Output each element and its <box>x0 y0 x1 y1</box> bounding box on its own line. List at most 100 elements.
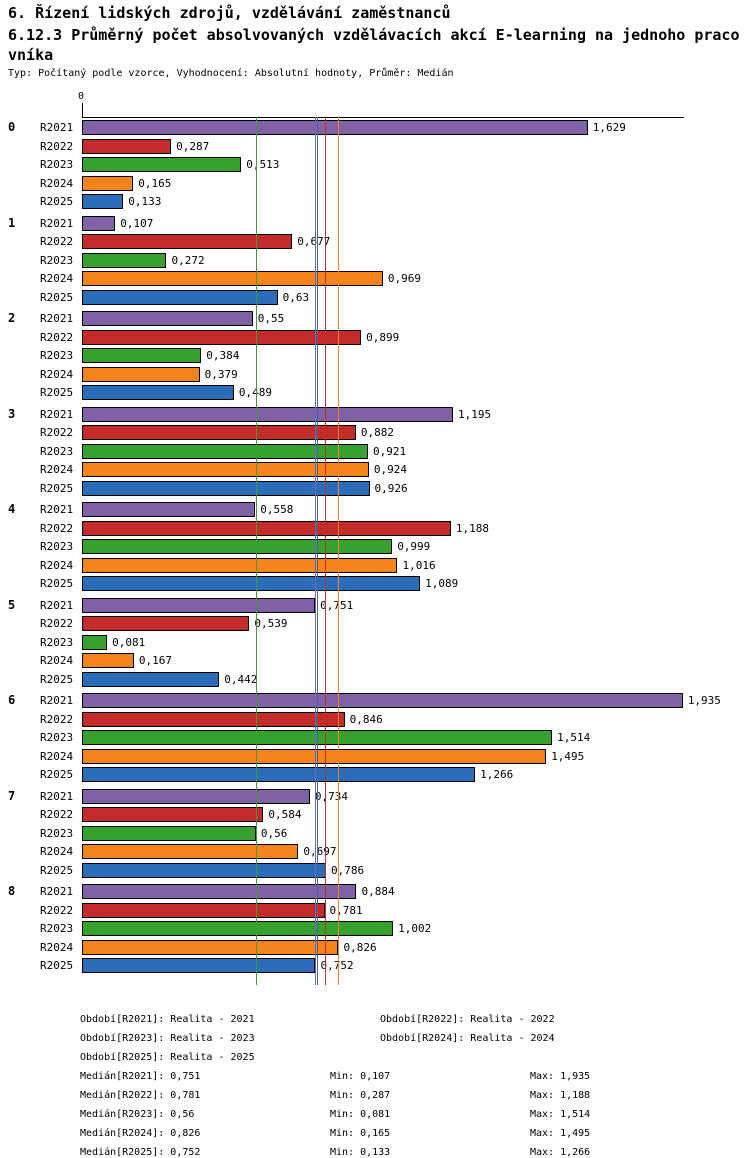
bar-R2025 <box>82 194 124 209</box>
bar-area: 0,921 <box>82 442 750 461</box>
bar-area: 0,165 <box>82 174 750 193</box>
group-label: 3 <box>8 406 16 421</box>
group-label <box>0 901 32 920</box>
group-label <box>0 728 32 747</box>
series-label: R2025 <box>40 195 74 208</box>
bar-group-2: 2 R2021 0,55 R2022 0,899 R2023 0,384 R2024 0,379… <box>0 309 750 402</box>
axis-tick-mark <box>82 103 83 117</box>
bar-area: 0,969 <box>82 269 750 288</box>
bar-R2021 <box>82 597 316 613</box>
series-label: R2024 <box>40 749 74 763</box>
bar-row: 8 R2021 0,884 <box>0 882 750 901</box>
group-label <box>0 765 32 784</box>
bar-row: R2022 1,188 <box>0 519 750 538</box>
bar-area: 0,384 <box>82 346 750 365</box>
bar-R2024 <box>82 462 369 477</box>
bar-R2023 <box>82 634 108 650</box>
value-label: 0,899 <box>366 330 400 344</box>
value-label: 1,266 <box>480 768 514 781</box>
value-label: 0,558 <box>260 503 294 516</box>
series-label: R2023 <box>40 444 74 458</box>
bar-group-8: 8 R2021 0,884 R2022 0,781 R2023 1,002 R2024 0,82… <box>0 882 750 975</box>
bar-row: R2024 1,016 <box>0 556 750 575</box>
bar-R2022 <box>82 520 451 536</box>
value-label: 0,081 <box>112 635 146 649</box>
bar-row: R2022 0,287 <box>0 137 750 156</box>
bar-R2022 <box>82 234 293 249</box>
value-label: 0,921 <box>372 444 407 458</box>
value-label: 0,677 <box>297 235 331 248</box>
bar-R2021 <box>82 215 116 231</box>
stat-max: Max: 1,266 <box>530 1147 591 1158</box>
series-label: R2021 <box>40 694 74 707</box>
group-label <box>0 670 32 689</box>
bar-area: 0,513 <box>82 155 750 174</box>
bar-R2021 <box>82 120 588 135</box>
series-label: R2024 <box>40 272 74 285</box>
bar-area: 0,781 <box>82 901 750 920</box>
bar-area: 0,081 <box>82 633 750 652</box>
bar-row: R2025 0,442 <box>0 670 750 689</box>
group-label: 1 <box>8 215 16 230</box>
group-label <box>0 919 32 938</box>
axis-zero-label: 0 <box>78 91 85 102</box>
value-label: 0,384 <box>206 349 240 362</box>
bar-row: R2025 1,089 <box>0 574 750 593</box>
group-label <box>0 232 32 251</box>
group-label <box>0 824 32 843</box>
bar-area: 0,56 <box>82 824 750 843</box>
bar-row: R2023 0,513 <box>0 155 750 174</box>
value-label: 1,495 <box>551 749 585 763</box>
bar-area: 0,752 <box>82 956 750 975</box>
series-label: R2023 <box>40 158 74 171</box>
series-label: R2021 <box>40 598 74 612</box>
bar-row: R2023 0,272 <box>0 251 750 270</box>
bar-R2022 <box>82 329 362 345</box>
bar-area: 0,442 <box>82 670 750 689</box>
median-line-R2021 <box>315 117 316 985</box>
bar-R2023 <box>82 252 167 268</box>
value-label: 0,287 <box>176 139 210 153</box>
bar-row: R2024 0,379 <box>0 365 750 384</box>
bar-R2024 <box>82 939 339 955</box>
series-label: R2025 <box>40 959 74 972</box>
stat-max: Max: 1,935 <box>530 1071 591 1082</box>
value-label: 0,107 <box>120 216 154 230</box>
bar-area: 0,926 <box>82 479 750 498</box>
series-label: R2025 <box>40 768 74 781</box>
group-label: 7 <box>8 788 16 803</box>
value-label: 0,786 <box>331 863 365 877</box>
bar-area: 0,107 <box>82 214 750 233</box>
value-label: 0,539 <box>254 617 288 630</box>
value-label: 0,167 <box>138 654 172 667</box>
bar-area: 0,489 <box>82 383 750 402</box>
group-label <box>0 479 32 498</box>
group-label <box>0 192 32 211</box>
bar-R2024 <box>82 366 200 382</box>
series-label: R2024 <box>40 940 74 954</box>
group-label <box>0 633 32 652</box>
indicator-title-line2: vníka <box>8 46 54 64</box>
group-label <box>0 155 32 174</box>
stat-max: Max: 1,495 <box>530 1128 591 1139</box>
bar-R2021 <box>82 788 310 804</box>
bar-row: R2023 0,999 <box>0 537 750 556</box>
group-label <box>0 251 32 270</box>
bar-R2024 <box>82 271 383 286</box>
series-label: R2023 <box>40 540 74 553</box>
bar-R2025 <box>82 958 316 973</box>
bar-R2024 <box>82 844 299 859</box>
bar-area: 0,882 <box>82 423 750 442</box>
series-label: R2021 <box>40 503 74 516</box>
chart-legend: Období[R2021]: Realita - 2021 Období[R202… <box>80 1014 740 1072</box>
value-label: 0,56 <box>260 826 288 840</box>
series-label: R2022 <box>40 235 74 248</box>
group-label: 4 <box>8 502 16 516</box>
bar-area: 1,495 <box>82 747 750 766</box>
series-label: R2024 <box>40 558 74 572</box>
group-label <box>0 174 32 193</box>
bar-row: R2023 0,384 <box>0 346 750 365</box>
series-label: R2024 <box>40 845 74 858</box>
bar-area: 0,272 <box>82 251 750 270</box>
value-label: 0,272 <box>171 253 205 267</box>
